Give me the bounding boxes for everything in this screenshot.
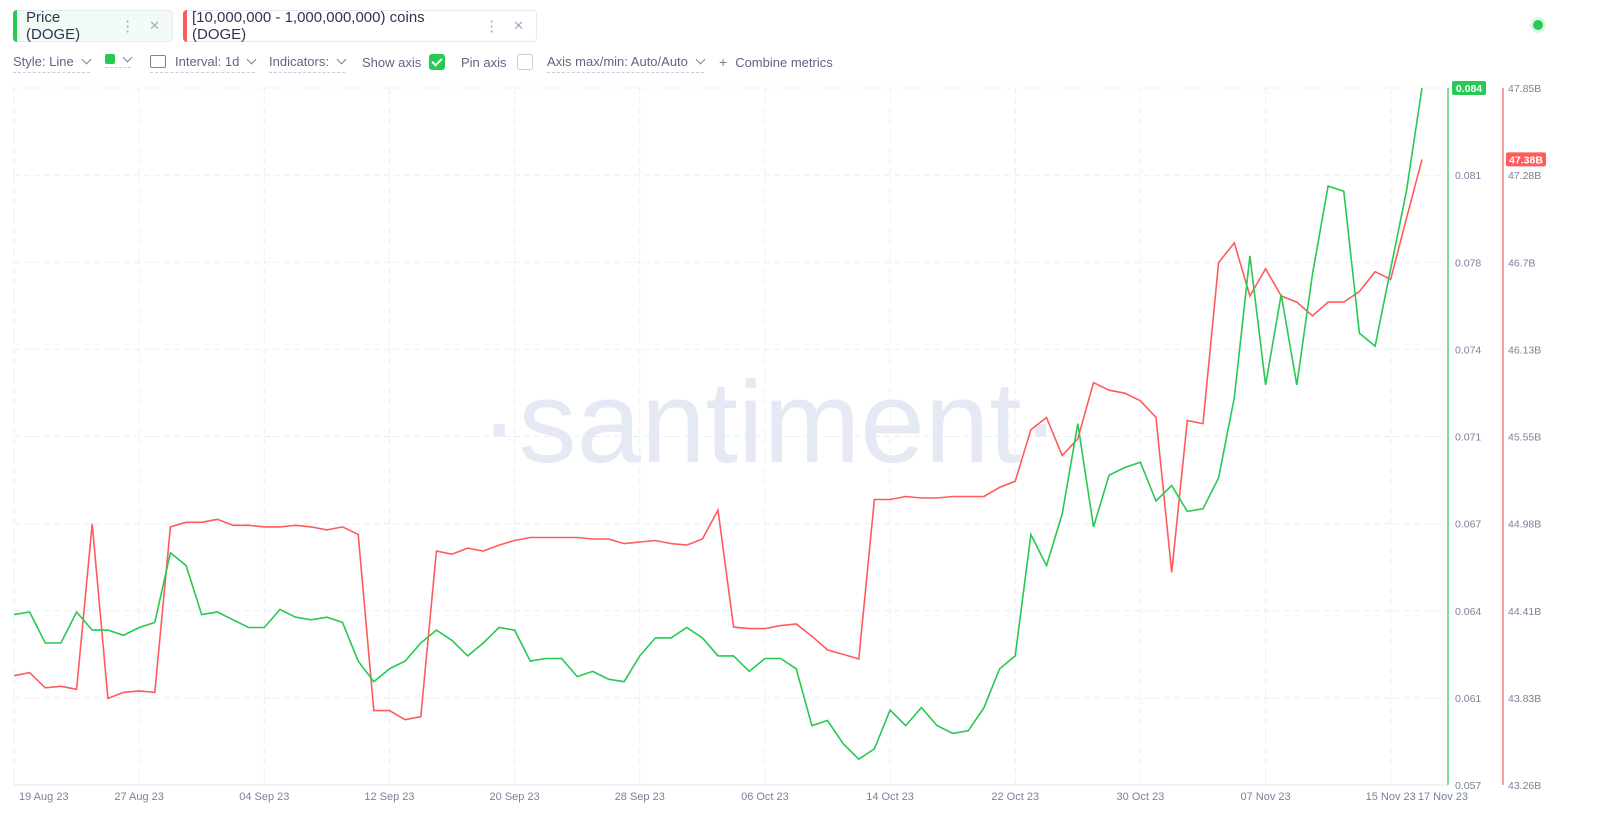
interval-dropdown[interactable]: Interval: 1d [150,54,257,73]
x-axis-labels: 19 Aug 23 27 Aug 23 04 Sep 23 12 Sep 23 20 S… [19,791,1468,803]
combine-metrics-button[interactable]: + Combine metrics [719,54,833,73]
y-tick-label-right: 43.26B [1508,780,1541,792]
combine-metrics-label: Combine metrics [735,54,833,70]
axis-maxmin-label: Axis max/min: Auto/Auto [547,54,688,69]
last-value-badge-holders [1506,152,1546,167]
santiment-watermark: ·santiment· [480,357,1060,487]
y-tick-label-right: 44.41B [1508,606,1541,618]
metric-label: [10,000,000 - 1,000,000,000) coins (DOGE… [192,9,425,43]
series-line-holders [13,159,1423,721]
y-axis-left: 0.084 0.081 0.078 0.074 0.071 0.067 0.064 0.061… [1447,83,1481,792]
last-value-label-holders: 47.38B [1509,154,1543,166]
close-icon[interactable]: ✕ [513,18,524,33]
more-options-icon[interactable]: ⋮ [120,18,136,35]
x-tick-label: 19 Aug 23 [19,791,69,803]
color-swatch [105,54,115,64]
y-tick-label-right: 45.55B [1508,432,1541,444]
y-tick-label-right: 43.83B [1508,693,1541,705]
y-tick-label-left: 0.081 [1455,170,1481,182]
pin-axis-toggle[interactable]: Pin axis [461,54,533,73]
y-tick-label-left: 0.057 [1455,780,1481,792]
x-tick-label: 15 Nov 23 [1366,791,1416,803]
pin-axis-checkbox[interactable] [516,54,533,70]
y-tick-label-left: 0.074 [1455,344,1481,356]
style-label: Style: Line [13,54,74,69]
last-value-label-price: 0.084 [1456,83,1482,95]
y-axis-right: 47.85B 47.28B 46.7B 46.13B 45.55B 44.98B 44.41… [1502,83,1541,792]
x-tick-label: 04 Sep 23 [239,791,289,803]
x-tick-label: 12 Sep 23 [364,791,414,803]
last-value-badge-price [1452,81,1486,95]
pin-axis-label: Pin axis [461,54,507,70]
x-tick-label: 07 Nov 23 [1240,791,1290,803]
last-value-labels: 0.084 47.38B [1452,81,1546,167]
x-tick-label: 14 Oct 23 [866,791,914,803]
metric-label: Price (DOGE) [26,9,81,43]
axis-maxmin-dropdown[interactable]: Axis max/min: Auto/Auto [547,54,706,73]
show-axis-toggle[interactable]: Show axis [362,54,446,73]
more-options-icon[interactable]: ⋮ [484,18,500,35]
live-status-dot [1533,20,1543,30]
close-icon[interactable]: ✕ [149,18,160,33]
y-tick-label-right: 47.28B [1508,170,1541,182]
x-tick-label: 22 Oct 23 [991,791,1039,803]
metric-tab-holders[interactable]: [10,000,000 - 1,000,000,000) coins (DOGE… [183,9,537,43]
y-tick-label-left: 0.061 [1455,693,1481,705]
y-tick-label-left: 0.067 [1455,519,1481,531]
y-tick-label-left: 0.071 [1455,432,1481,444]
x-tick-label: 06 Oct 23 [741,791,789,803]
x-tick-label: 28 Sep 23 [615,791,665,803]
metric-color-bar [13,10,17,42]
y-tick-label-left: 0.078 [1455,257,1481,269]
y-tick-label-right: 46.13B [1508,344,1541,356]
interval-label: Interval: 1d [175,54,240,69]
calendar-icon [150,55,166,68]
y-tick-label-right: 47.85B [1508,83,1541,95]
metric-color-bar [183,10,187,42]
plus-icon: + [719,54,728,70]
y-tick-label-right: 44.98B [1508,519,1541,531]
x-tick-label: 20 Sep 23 [490,791,540,803]
show-axis-label: Show axis [362,54,422,70]
series-line-price [13,87,1423,761]
show-axis-checkbox[interactable] [429,54,446,70]
x-tick-label: 30 Oct 23 [1117,791,1165,803]
y-tick-label-left: 0.064 [1455,606,1481,618]
y-tick-label-right: 46.7B [1508,257,1535,269]
indicators-dropdown[interactable]: Indicators: [269,54,347,73]
x-tick-label: 17 Nov 23 [1418,791,1468,803]
indicators-label: Indicators: [269,54,329,69]
x-tick-label: 27 Aug 23 [114,791,164,803]
color-picker[interactable] [105,52,133,68]
style-dropdown[interactable]: Style: Line [13,54,92,73]
metric-tab-price[interactable]: Price (DOGE) ⋮ ✕ [13,9,173,43]
